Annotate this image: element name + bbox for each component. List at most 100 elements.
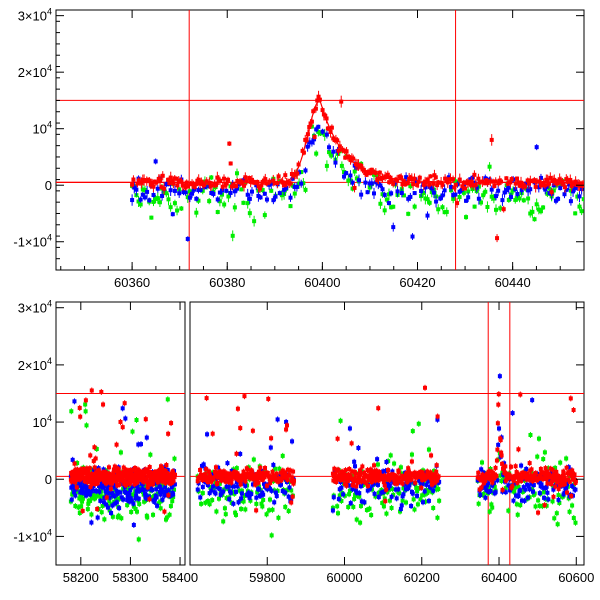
red-point: [224, 181, 229, 186]
blue-point: [423, 185, 428, 190]
green-point: [172, 456, 177, 461]
red-point: [340, 469, 345, 474]
red-point: [154, 180, 159, 185]
green-point: [412, 204, 417, 209]
blue-point: [138, 442, 143, 447]
red-point: [143, 417, 148, 422]
green-point: [170, 499, 175, 504]
green-point: [472, 204, 477, 209]
red-point: [344, 473, 349, 478]
blue-point: [101, 467, 106, 472]
blue-point: [553, 198, 558, 203]
red-point: [483, 181, 488, 186]
blue-point: [342, 174, 347, 179]
red-point: [130, 468, 135, 473]
green-point: [358, 504, 363, 509]
red-point: [288, 181, 293, 186]
green-point: [347, 488, 352, 493]
red-point: [434, 469, 439, 474]
green-point: [536, 498, 541, 503]
red-point: [353, 471, 358, 476]
red-point: [537, 179, 542, 184]
red-point: [395, 178, 400, 183]
red-point: [435, 183, 440, 188]
green-point: [217, 199, 222, 204]
red-point: [211, 476, 216, 481]
red-point: [135, 181, 140, 186]
green-point: [247, 211, 252, 216]
green-point: [254, 501, 259, 506]
green-point: [422, 492, 427, 497]
blue-point: [537, 491, 542, 496]
blue-point: [162, 465, 167, 470]
red-point: [168, 175, 173, 180]
red-point: [527, 181, 532, 186]
blue-point: [497, 374, 502, 379]
blue-point: [513, 481, 518, 486]
y-tick-label: 0: [45, 178, 52, 193]
blue-point: [331, 149, 336, 154]
blue-point: [365, 190, 370, 195]
red-point: [167, 180, 172, 185]
green-point: [571, 516, 576, 521]
blue-point: [153, 481, 158, 486]
green-point: [322, 132, 327, 137]
green-point: [149, 215, 154, 220]
green-point: [136, 537, 141, 542]
red-point: [572, 181, 577, 186]
green-point: [579, 209, 584, 214]
blue-point: [357, 491, 362, 496]
green-point: [353, 493, 358, 498]
blue-point: [133, 496, 138, 501]
red-point: [429, 453, 434, 458]
blue-point: [417, 478, 422, 483]
blue-point: [134, 187, 139, 192]
green-point: [290, 183, 295, 188]
red-point: [403, 182, 408, 187]
green-point: [168, 205, 173, 210]
blue-point: [271, 462, 276, 467]
blue-point: [484, 488, 489, 493]
blue-point: [422, 489, 427, 494]
blue-point: [396, 487, 401, 492]
green-point: [243, 507, 248, 512]
red-point: [331, 478, 336, 483]
blue-point: [187, 195, 192, 200]
red-point: [396, 470, 401, 475]
green-point: [488, 466, 493, 471]
blue-point: [399, 503, 404, 508]
green-point: [381, 504, 386, 509]
green-point: [234, 466, 239, 471]
blue-point: [151, 192, 156, 197]
red-point: [257, 186, 262, 191]
red-point: [433, 475, 438, 480]
red-point: [404, 470, 409, 475]
red-point: [114, 476, 119, 481]
blue-point: [273, 490, 278, 495]
red-point: [279, 476, 284, 481]
green-point: [118, 450, 123, 455]
green-point: [537, 503, 542, 508]
blue-point: [78, 490, 83, 495]
red-point: [179, 179, 184, 184]
x-tick-label: 60380: [209, 275, 245, 290]
blue-point: [130, 484, 135, 489]
red-point: [147, 470, 152, 475]
green-point: [573, 211, 578, 216]
red-point: [451, 177, 456, 182]
green-point: [107, 508, 112, 513]
red-point: [139, 180, 144, 185]
green-point: [114, 496, 119, 501]
blue-point: [389, 494, 394, 499]
green-point: [481, 193, 486, 198]
red-point: [247, 176, 252, 181]
blue-point: [528, 187, 533, 192]
red-point: [125, 481, 130, 486]
red-point: [134, 471, 139, 476]
blue-point: [196, 188, 201, 193]
blue-point: [352, 459, 357, 464]
blue-point: [428, 485, 433, 490]
red-point: [292, 478, 297, 483]
red-point: [173, 472, 178, 477]
red-point: [108, 486, 113, 491]
